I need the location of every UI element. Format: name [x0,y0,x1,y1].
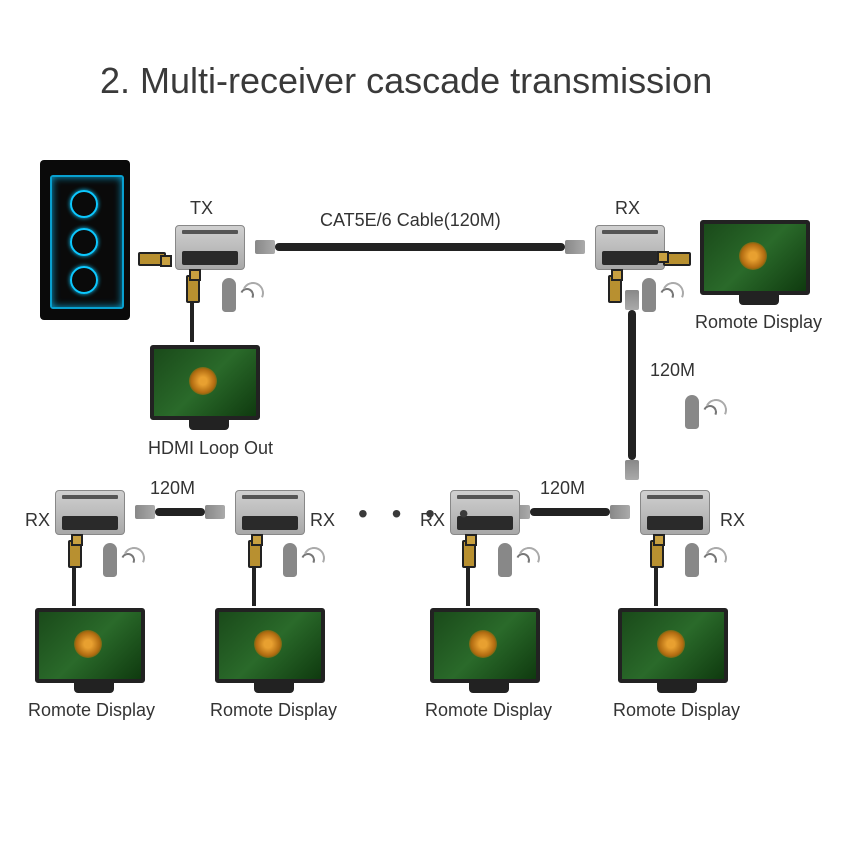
cable-label: CAT5E/6 Cable(120M) [320,210,501,231]
tv-icon [215,608,325,683]
remote-display-label: Romote Display [695,312,822,333]
rx-label: RX [615,198,640,219]
rx-box-icon [595,225,665,270]
length-label: 120M [540,478,585,499]
tx-box-icon [175,225,245,270]
hdmi-connector-icon [608,275,622,303]
remote-display-label: Romote Display [28,700,155,721]
cat-cable-icon [530,508,610,516]
ir-remote-icon [222,278,236,312]
cat-cable-icon [155,508,205,516]
cable-icon [252,568,256,606]
ellipsis-icon: • • • • [358,498,477,530]
pc-icon [40,160,130,320]
cable-icon [654,568,658,606]
rx-box-icon [235,490,305,535]
tv-icon [35,608,145,683]
hdmi-connector-icon [650,540,664,568]
ir-remote-icon [103,543,117,577]
ir-remote-icon [685,543,699,577]
rx-label: RX [25,510,50,531]
ir-remote-icon [685,395,699,429]
length-label: 120M [650,360,695,381]
cable-icon [190,302,194,342]
hdmi-connector-icon [462,540,476,568]
length-label: 120M [150,478,195,499]
rx-box-icon [640,490,710,535]
hdmi-connector-icon [68,540,82,568]
hdmi-loop-label: HDMI Loop Out [148,438,273,459]
cat-cable-icon [275,243,565,251]
ir-remote-icon [283,543,297,577]
tx-label: TX [190,198,213,219]
page-title: 2. Multi-receiver cascade transmission [100,60,712,102]
remote-display-label: Romote Display [210,700,337,721]
hdmi-connector-icon [138,252,166,266]
cat-cable-icon [628,310,636,460]
tv-icon [700,220,810,295]
remote-display-label: Romote Display [613,700,740,721]
rx-label: RX [310,510,335,531]
cable-icon [466,568,470,606]
rx-box-icon [55,490,125,535]
rx-label: RX [720,510,745,531]
cable-icon [72,568,76,606]
ir-remote-icon [498,543,512,577]
remote-display-label: Romote Display [425,700,552,721]
tv-icon [430,608,540,683]
ir-remote-icon [642,278,656,312]
hdmi-connector-icon [186,275,200,303]
hdmi-connector-icon [248,540,262,568]
hdmi-connector-icon [663,252,691,266]
tv-icon [150,345,260,420]
tv-icon [618,608,728,683]
